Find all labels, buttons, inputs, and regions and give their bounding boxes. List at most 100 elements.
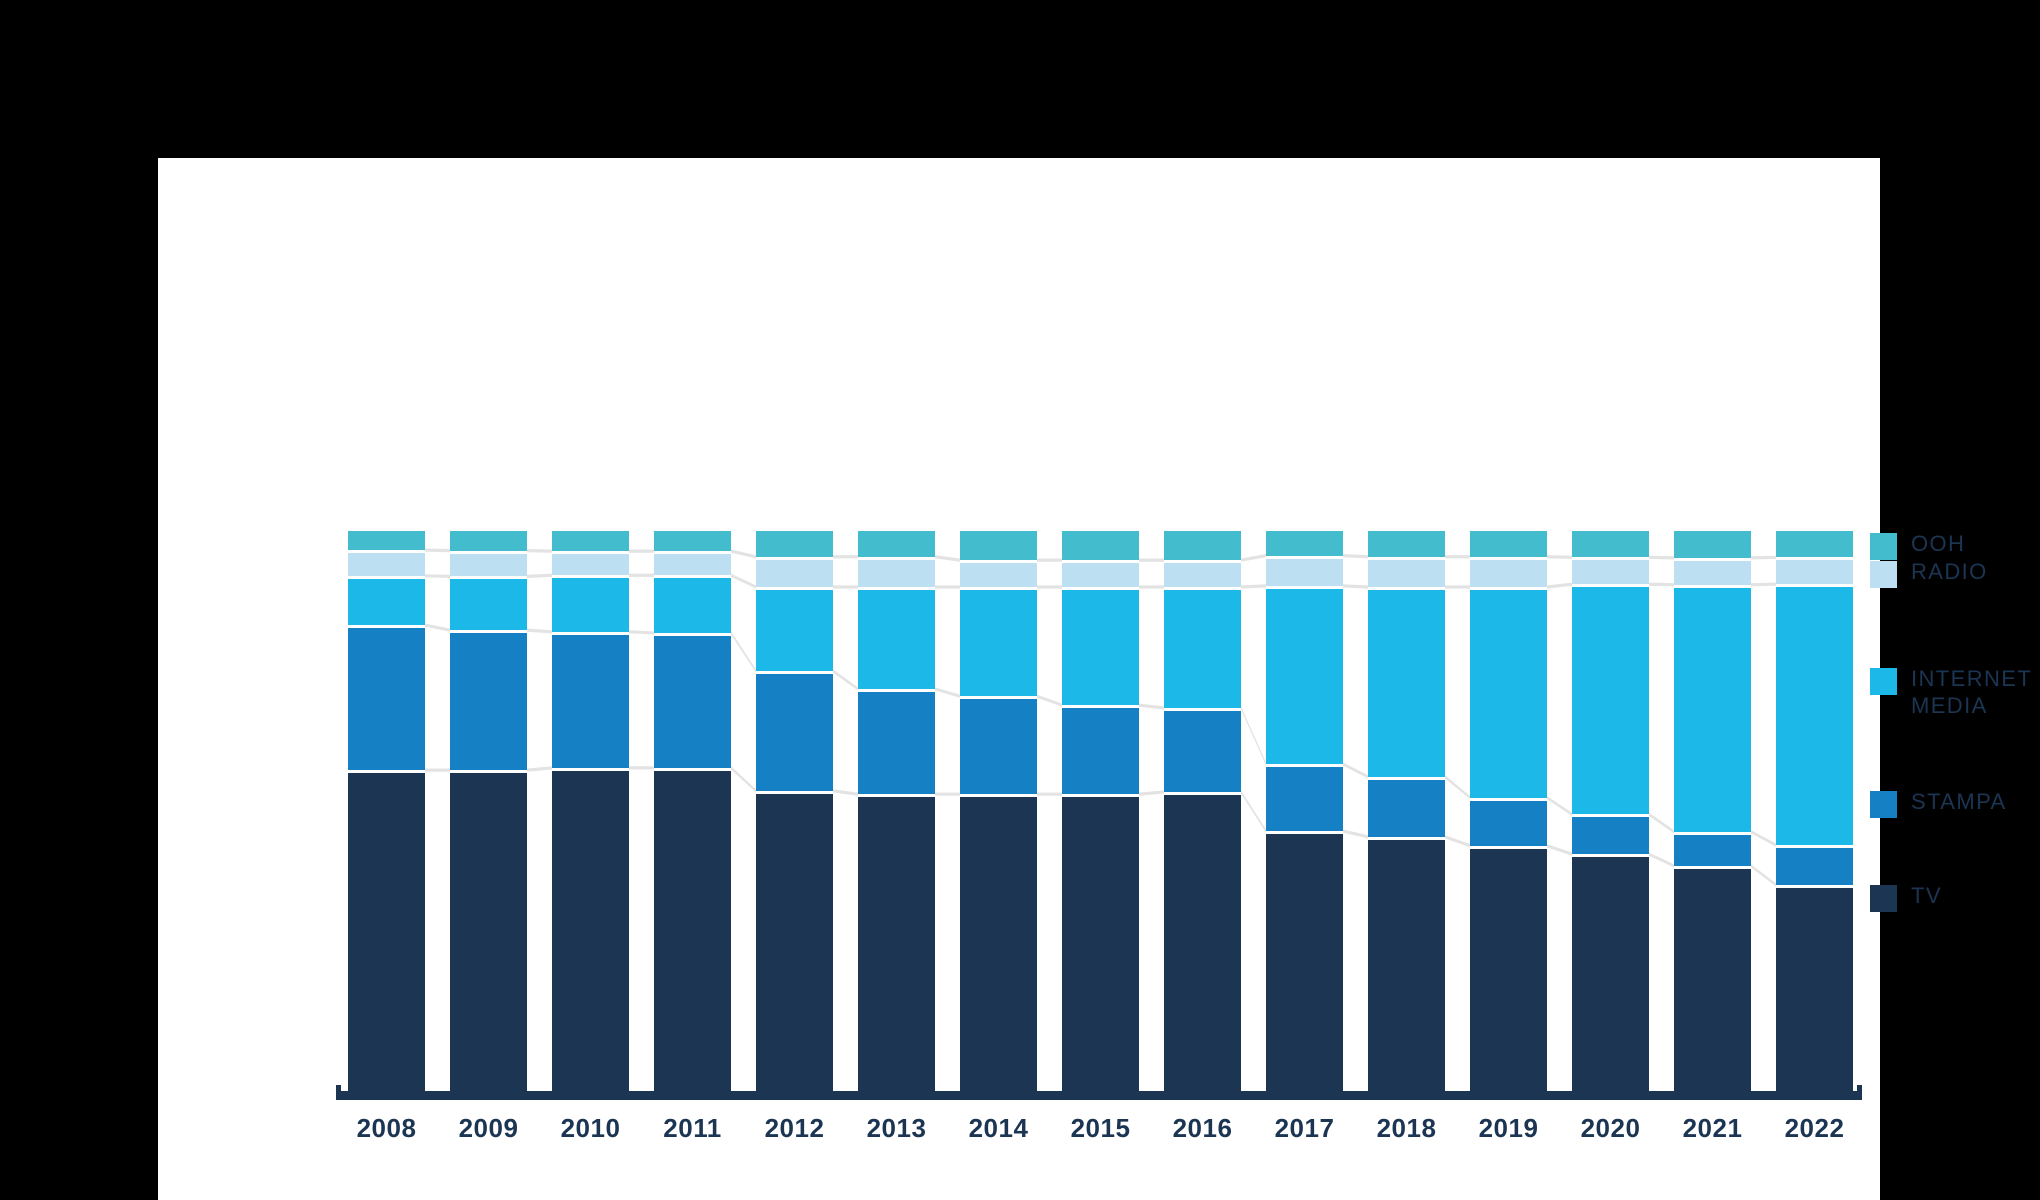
segment-radio-2022[interactable] — [1776, 557, 1853, 585]
segment-internet-media-2014[interactable] — [960, 586, 1037, 697]
segment-ooh-2016[interactable] — [1164, 531, 1241, 561]
segment-radio-2014[interactable] — [960, 560, 1037, 587]
segment-internet-media-2009[interactable] — [450, 576, 527, 631]
segment-ooh-2011[interactable] — [654, 531, 731, 552]
segment-internet-media-2011[interactable] — [654, 575, 731, 633]
x-axis-label-2011: 2011 — [663, 1113, 722, 1143]
legend-item-stampa[interactable]: STAMPA — [1870, 789, 2007, 818]
bar-group — [348, 531, 1856, 1091]
bar-2016[interactable] — [1164, 531, 1241, 1091]
segment-ooh-2022[interactable] — [1776, 531, 1853, 558]
segment-radio-2018[interactable] — [1368, 556, 1445, 587]
segment-stampa-2011[interactable] — [654, 632, 731, 768]
segment-tv-2011[interactable] — [654, 767, 731, 1091]
segment-tv-2015[interactable] — [1062, 794, 1139, 1091]
segment-stampa-2009[interactable] — [450, 630, 527, 771]
segment-ooh-2008[interactable] — [348, 531, 425, 551]
bar-2021[interactable] — [1674, 531, 1751, 1091]
segment-internet-media-2017[interactable] — [1266, 585, 1343, 764]
segment-stampa-2010[interactable] — [552, 631, 629, 768]
bar-2011[interactable] — [654, 531, 731, 1091]
segment-stampa-2021[interactable] — [1674, 831, 1751, 866]
segment-tv-2010[interactable] — [552, 767, 629, 1091]
segment-tv-2021[interactable] — [1674, 865, 1751, 1091]
segment-ooh-2021[interactable] — [1674, 531, 1751, 558]
segment-tv-2022[interactable] — [1776, 884, 1853, 1091]
segment-stampa-2008[interactable] — [348, 625, 425, 771]
legend-item-tv[interactable]: TV — [1870, 883, 1942, 912]
segment-ooh-2012[interactable] — [756, 531, 833, 557]
segment-tv-2012[interactable] — [756, 790, 833, 1091]
segment-internet-media-2021[interactable] — [1674, 584, 1751, 832]
segment-radio-2019[interactable] — [1470, 556, 1547, 587]
segment-stampa-2017[interactable] — [1266, 763, 1343, 832]
segment-ooh-2009[interactable] — [450, 531, 527, 551]
segment-radio-2020[interactable] — [1572, 557, 1649, 585]
x-axis-label-2020: 2020 — [1580, 1113, 1641, 1143]
segment-tv-2017[interactable] — [1266, 831, 1343, 1091]
segment-stampa-2015[interactable] — [1062, 705, 1139, 795]
bar-2022[interactable] — [1776, 531, 1853, 1091]
bar-2019[interactable] — [1470, 531, 1547, 1091]
bar-2012[interactable] — [756, 531, 833, 1091]
segment-internet-media-2008[interactable] — [348, 575, 425, 626]
segment-stampa-2012[interactable] — [756, 670, 833, 791]
segment-ooh-2020[interactable] — [1572, 531, 1649, 558]
bar-2008[interactable] — [348, 531, 425, 1091]
segment-radio-2017[interactable] — [1266, 555, 1343, 586]
segment-stampa-2016[interactable] — [1164, 707, 1241, 792]
segment-stampa-2018[interactable] — [1368, 776, 1445, 837]
segment-ooh-2018[interactable] — [1368, 531, 1445, 557]
segment-radio-2013[interactable] — [858, 556, 935, 587]
segment-radio-2012[interactable] — [756, 556, 833, 587]
bar-2009[interactable] — [450, 531, 527, 1091]
bar-2010[interactable] — [552, 531, 629, 1091]
segment-tv-2018[interactable] — [1368, 836, 1445, 1091]
bar-2014[interactable] — [960, 531, 1037, 1091]
segment-internet-media-2018[interactable] — [1368, 586, 1445, 777]
segment-stampa-2020[interactable] — [1572, 814, 1649, 855]
segment-stampa-2022[interactable] — [1776, 845, 1853, 885]
x-axis-label-2015: 2015 — [1070, 1113, 1131, 1143]
segment-radio-2009[interactable] — [450, 550, 527, 577]
segment-ooh-2019[interactable] — [1470, 531, 1547, 557]
bar-2018[interactable] — [1368, 531, 1445, 1091]
segment-internet-media-2015[interactable] — [1062, 586, 1139, 706]
legend-item-radio[interactable]: RADIO — [1870, 559, 1988, 588]
x-axis-label-2010: 2010 — [560, 1113, 621, 1143]
segment-tv-2019[interactable] — [1470, 845, 1547, 1091]
segment-radio-2015[interactable] — [1062, 560, 1139, 587]
segment-radio-2021[interactable] — [1674, 557, 1751, 585]
segment-ooh-2013[interactable] — [858, 531, 935, 557]
segment-ooh-2010[interactable] — [552, 531, 629, 552]
segment-tv-2016[interactable] — [1164, 791, 1241, 1091]
segment-internet-media-2022[interactable] — [1776, 584, 1853, 846]
bar-2020[interactable] — [1572, 531, 1649, 1091]
segment-internet-media-2020[interactable] — [1572, 584, 1649, 815]
segment-internet-media-2013[interactable] — [858, 586, 935, 689]
segment-tv-2013[interactable] — [858, 794, 935, 1091]
segment-ooh-2014[interactable] — [960, 531, 1037, 561]
bar-2015[interactable] — [1062, 531, 1139, 1091]
segment-tv-2020[interactable] — [1572, 854, 1649, 1091]
segment-internet-media-2019[interactable] — [1470, 586, 1547, 798]
segment-tv-2008[interactable] — [348, 770, 425, 1091]
segment-internet-media-2016[interactable] — [1164, 586, 1241, 708]
segment-internet-media-2010[interactable] — [552, 575, 629, 632]
bar-2017[interactable] — [1266, 531, 1343, 1091]
bar-2013[interactable] — [858, 531, 935, 1091]
segment-stampa-2014[interactable] — [960, 696, 1037, 795]
segment-stampa-2019[interactable] — [1470, 797, 1547, 846]
segment-ooh-2015[interactable] — [1062, 531, 1139, 561]
segment-radio-2010[interactable] — [552, 551, 629, 576]
legend-item-internet-media[interactable]: INTERNET MEDIA — [1870, 666, 2032, 720]
segment-stampa-2013[interactable] — [858, 688, 935, 795]
segment-radio-2011[interactable] — [654, 551, 731, 576]
segment-tv-2009[interactable] — [450, 770, 527, 1091]
legend-item-ooh[interactable]: OOH — [1870, 531, 1965, 560]
segment-radio-2008[interactable] — [348, 550, 425, 576]
segment-internet-media-2012[interactable] — [756, 586, 833, 671]
segment-ooh-2017[interactable] — [1266, 531, 1343, 556]
segment-tv-2014[interactable] — [960, 794, 1037, 1091]
segment-radio-2016[interactable] — [1164, 560, 1241, 587]
